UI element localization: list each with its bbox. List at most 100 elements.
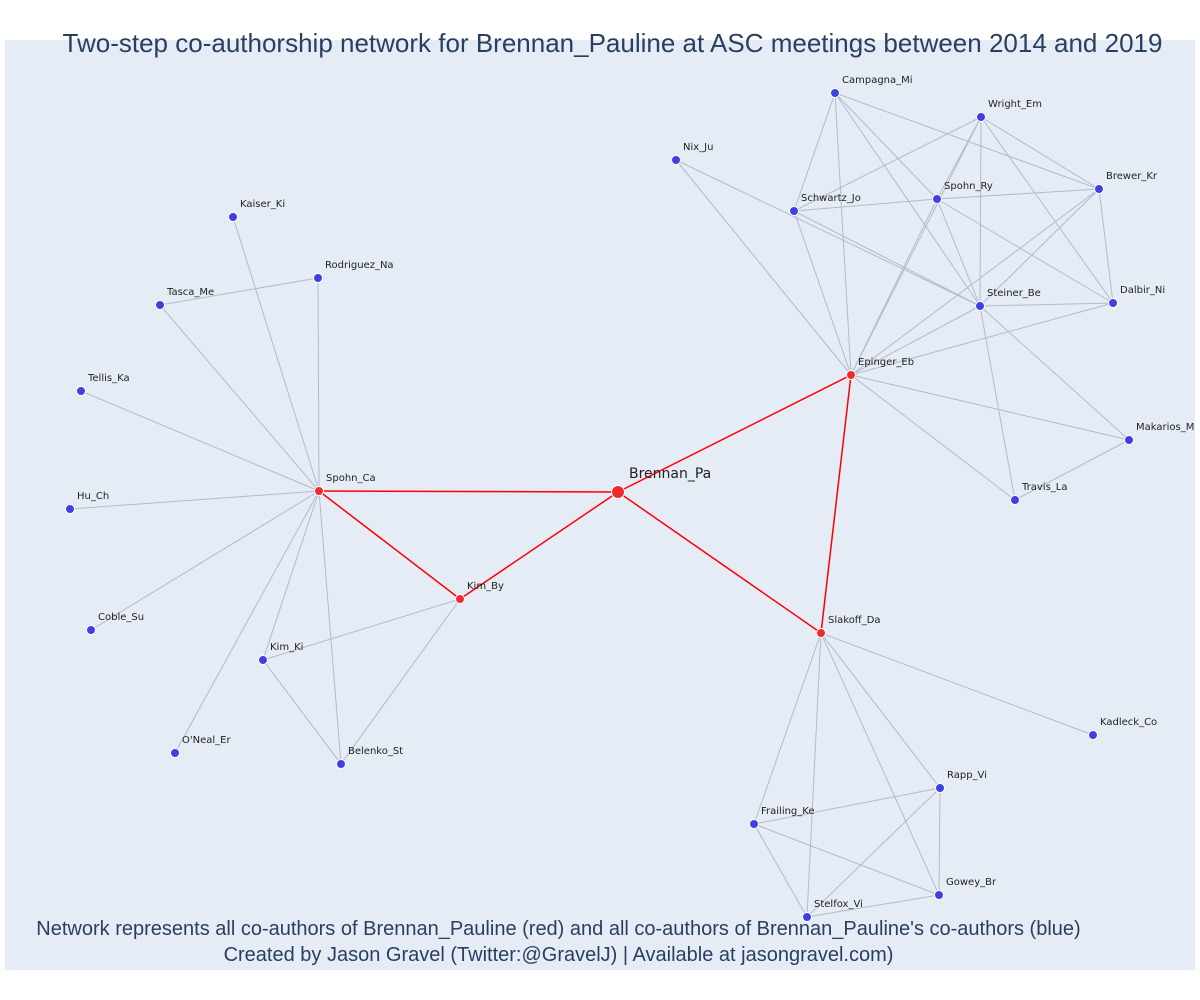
edge-spohn-ca-belenko-st xyxy=(318,490,342,765)
node-dalbir-ni[interactable] xyxy=(1108,298,1118,308)
node-belenko-st[interactable] xyxy=(336,759,346,769)
edge-campagna-mi-spohn-ry xyxy=(834,92,938,200)
node-nix-ju[interactable] xyxy=(671,155,681,165)
edge-steiner-be-dalbir-ni xyxy=(979,302,1114,307)
node-frailing-ke[interactable] xyxy=(749,819,759,829)
node-campagna-mi[interactable] xyxy=(830,88,840,98)
edge-wright-em-steiner-be xyxy=(979,116,982,307)
node-schwartz-jo[interactable] xyxy=(789,206,799,216)
edge-campagna-mi-steiner-be xyxy=(834,92,981,307)
edge-nix-ju-steiner-be xyxy=(675,159,981,307)
edge-spohn-ry-dalbir-ni xyxy=(936,198,1114,304)
edge-steiner-be-travis-la xyxy=(979,305,1016,501)
node-label-o-neal-er: O'Neal_Er xyxy=(182,735,231,746)
edge-spohn-ca-tellis-ka xyxy=(80,390,320,492)
nodes-layer xyxy=(65,88,1134,922)
edge-campagna-mi-brewer-kr xyxy=(834,92,1100,190)
edge-epinger-eb-steiner-be xyxy=(850,305,981,376)
edge-spohn-ca-coble-su xyxy=(90,490,320,631)
edge-schwartz-jo-steiner-be xyxy=(793,210,981,307)
node-label-hu-ch: Hu_Ch xyxy=(77,491,109,502)
edge-spohn-ca-kim-ki xyxy=(262,490,320,661)
footer-credit: Created by Jason Gravel (Twitter:@Gravel… xyxy=(223,944,894,966)
edge-brennan-pa-slakoff-da xyxy=(617,491,822,634)
edge-spohn-ca-tasca-me xyxy=(159,304,320,492)
node-label-stelfox-vi: Stelfox_Vi xyxy=(814,899,863,910)
node-label-travis-la: Travis_La xyxy=(1021,482,1067,493)
labels-layer: Brennan_Pa Spohn_Ca Kim_By Epinger_Eb Slakof… xyxy=(77,75,1195,910)
edge-wright-em-brewer-kr xyxy=(980,116,1100,190)
node-epinger-eb[interactable] xyxy=(846,370,856,380)
edge-frailing-ke-stelfox-vi xyxy=(753,823,808,918)
edge-kim-ki-belenko-st xyxy=(262,659,342,765)
node-label-wright-em: Wright_Em xyxy=(988,99,1042,110)
node-label-makarios-ma: Makarios_Ma xyxy=(1136,422,1195,433)
node-label-brennan-pa: Brennan_Pa xyxy=(629,466,711,482)
edge-spohn-ca-kaiser-ki xyxy=(232,216,320,492)
edge-schwartz-jo-spohn-ry xyxy=(793,198,938,212)
node-steiner-be[interactable] xyxy=(975,301,985,311)
node-gowey-br[interactable] xyxy=(934,890,944,900)
node-tasca-me[interactable] xyxy=(155,300,165,310)
node-label-steiner-be: Steiner_Be xyxy=(987,288,1041,299)
node-label-rapp-vi: Rapp_Vi xyxy=(947,770,987,781)
node-label-tasca-me: Tasca_Me xyxy=(166,287,214,298)
edge-epinger-eb-wright-em xyxy=(850,116,982,376)
edge-slakoff-da-kadleck-co xyxy=(820,632,1094,736)
edge-makarios-ma-travis-la xyxy=(1014,439,1130,501)
node-label-kadleck-co: Kadleck_Co xyxy=(1100,717,1157,728)
node-label-spohn-ry: Spohn_Ry xyxy=(944,181,993,192)
edge-epinger-eb-spohn-ry xyxy=(850,198,938,376)
node-travis-la[interactable] xyxy=(1010,495,1020,505)
node-rapp-vi[interactable] xyxy=(935,783,945,793)
edge-epinger-eb-makarios-ma xyxy=(850,374,1130,441)
node-brennan-pa[interactable] xyxy=(611,485,625,499)
chart-title: Two-step co-authorship network for Brenn… xyxy=(62,28,1163,58)
edge-slakoff-da-gowey-br xyxy=(820,632,940,896)
node-hu-ch[interactable] xyxy=(65,504,75,514)
node-label-frailing-ke: Frailing_Ke xyxy=(761,806,815,817)
node-label-schwartz-jo: Schwartz_Jo xyxy=(801,193,861,204)
edge-frailing-ke-rapp-vi xyxy=(753,787,941,825)
edge-tasca-me-rodriguez-na xyxy=(159,277,319,306)
edge-brewer-kr-dalbir-ni xyxy=(1098,188,1114,304)
node-brewer-kr[interactable] xyxy=(1094,184,1104,194)
node-kaiser-ki[interactable] xyxy=(228,212,238,222)
edge-epinger-eb-schwartz-jo xyxy=(793,210,852,376)
node-label-dalbir-ni: Dalbir_Ni xyxy=(1120,285,1165,296)
node-tellis-ka[interactable] xyxy=(76,386,86,396)
edge-steiner-be-makarios-ma xyxy=(979,305,1130,441)
edge-epinger-eb-slakoff-da xyxy=(820,374,852,634)
node-label-kim-ki: Kim_Ki xyxy=(270,642,303,653)
node-label-tellis-ka: Tellis_Ka xyxy=(87,373,130,384)
node-coble-su[interactable] xyxy=(86,625,96,635)
edge-kim-by-kim-ki xyxy=(262,598,461,661)
network-graph: Brennan_Pa Spohn_Ca Kim_By Epinger_Eb Slakof… xyxy=(65,75,1195,922)
edge-gowey-br-stelfox-vi xyxy=(806,894,940,918)
edge-wright-em-spohn-ry xyxy=(936,116,982,200)
node-kim-ki[interactable] xyxy=(258,655,268,665)
node-stelfox-vi[interactable] xyxy=(802,912,812,922)
edge-kim-by-belenko-st xyxy=(340,598,461,765)
node-wright-em[interactable] xyxy=(976,112,986,122)
edge-epinger-eb-travis-la xyxy=(850,374,1016,501)
edge-epinger-eb-campagna-mi xyxy=(834,92,852,376)
node-label-spohn-ca: Spohn_Ca xyxy=(326,473,376,484)
node-rodriguez-na[interactable] xyxy=(313,273,323,283)
node-spohn-ca[interactable] xyxy=(314,486,324,496)
node-makarios-ma[interactable] xyxy=(1124,435,1134,445)
node-label-campagna-mi: Campagna_Mi xyxy=(842,75,913,86)
node-spohn-ry[interactable] xyxy=(932,194,942,204)
edge-spohn-ca-hu-ch xyxy=(69,490,320,510)
node-kadleck-co[interactable] xyxy=(1088,730,1098,740)
node-slakoff-da[interactable] xyxy=(816,628,826,638)
edge-rapp-vi-stelfox-vi xyxy=(806,787,941,918)
node-label-slakoff-da: Slakoff_Da xyxy=(828,615,881,626)
edge-brennan-pa-spohn-ca xyxy=(318,490,619,493)
edge-slakoff-da-frailing-ke xyxy=(753,632,822,825)
edge-spohn-ca-kim-by xyxy=(318,490,461,600)
edge-spohn-ca-rodriguez-na xyxy=(317,277,320,492)
edge-spohn-ry-brewer-kr xyxy=(936,188,1100,200)
node-kim-by[interactable] xyxy=(455,594,465,604)
node-o-neal-er[interactable] xyxy=(170,748,180,758)
